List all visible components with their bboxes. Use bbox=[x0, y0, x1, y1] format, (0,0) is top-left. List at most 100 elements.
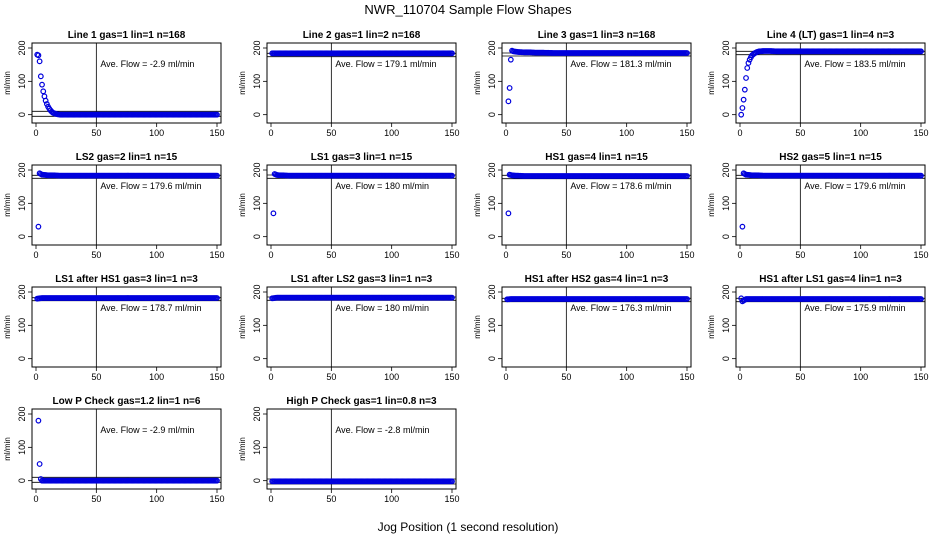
data-point bbox=[36, 461, 43, 467]
x-tick-label: 0 bbox=[503, 250, 508, 260]
y-tick-label: 0 bbox=[721, 112, 731, 117]
x-tick-label: 50 bbox=[326, 250, 336, 260]
panel-title: High P Check gas=1 lin=0.8 n=3 bbox=[286, 396, 437, 407]
data-point bbox=[214, 477, 220, 484]
x-tick-label: 150 bbox=[444, 128, 459, 138]
panel-12: HS1 after LS1 gas=4 lin=1 n=3 0 50 100 150 0 1… bbox=[707, 274, 929, 382]
x-tick-label: 0 bbox=[33, 128, 38, 138]
x-tick-label: 150 bbox=[209, 372, 224, 382]
panel-11: HS1 after HS2 gas=4 lin=1 n=3 0 50 100 150 0 1… bbox=[473, 274, 695, 382]
plot-frame bbox=[266, 164, 457, 246]
data-point bbox=[449, 294, 455, 301]
data-point bbox=[449, 172, 455, 179]
panel-title: LS2 gas=2 lin=1 n=15 bbox=[76, 152, 178, 163]
panel-title: HS1 after HS2 gas=4 lin=1 n=3 bbox=[525, 274, 669, 285]
x-tick-label: 50 bbox=[91, 250, 101, 260]
x-tick-label: 100 bbox=[853, 372, 868, 382]
y-axis-label: ml/min bbox=[473, 193, 482, 217]
x-tick-label: 150 bbox=[913, 372, 928, 382]
y-tick-label: 100 bbox=[487, 318, 497, 333]
y-tick-label: 100 bbox=[721, 196, 731, 211]
x-tick-label: 150 bbox=[209, 128, 224, 138]
data-point bbox=[214, 111, 220, 118]
x-tick-label: 50 bbox=[326, 372, 336, 382]
x-tick-label: 150 bbox=[913, 250, 928, 260]
x-tick-label: 150 bbox=[679, 250, 694, 260]
panel-14: High P Check gas=1 lin=0.8 n=3 0 50 100 150 0… bbox=[238, 396, 460, 504]
y-tick-label: 100 bbox=[252, 440, 262, 455]
panel-title: Line 3 gas=1 lin=3 n=168 bbox=[538, 30, 656, 41]
plot-frame bbox=[31, 164, 222, 246]
y-tick-label: 200 bbox=[487, 40, 497, 55]
y-tick-label: 200 bbox=[252, 40, 262, 55]
panel-title: Line 1 gas=1 lin=1 n=168 bbox=[68, 30, 186, 41]
x-tick-label: 100 bbox=[853, 128, 868, 138]
average-flow-annotation: Ave. Flow = 179.6 ml/min bbox=[804, 181, 905, 191]
y-axis-label: ml/min bbox=[3, 193, 12, 217]
x-tick-label: 100 bbox=[384, 494, 399, 504]
x-tick-label: 0 bbox=[268, 128, 273, 138]
x-tick-label: 0 bbox=[503, 372, 508, 382]
panel-title: HS1 after LS1 gas=4 lin=1 n=3 bbox=[759, 274, 902, 285]
x-tick-label: 150 bbox=[444, 250, 459, 260]
y-tick-label: 100 bbox=[487, 74, 497, 89]
y-tick-label: 200 bbox=[252, 406, 262, 421]
y-tick-label: 100 bbox=[487, 196, 497, 211]
x-tick-label: 150 bbox=[209, 250, 224, 260]
y-tick-label: 200 bbox=[487, 162, 497, 177]
x-tick-label: 100 bbox=[619, 372, 634, 382]
y-tick-label: 200 bbox=[252, 284, 262, 299]
plot-frame bbox=[735, 42, 926, 124]
y-axis-label: ml/min bbox=[707, 71, 716, 95]
panel-title: LS1 after LS2 gas=3 lin=1 n=3 bbox=[291, 274, 433, 285]
y-tick-label: 0 bbox=[252, 234, 262, 239]
y-tick-label: 100 bbox=[17, 196, 27, 211]
data-point bbox=[42, 97, 49, 104]
x-tick-label: 150 bbox=[209, 494, 224, 504]
average-flow-annotation: Ave. Flow = -2.8 ml/min bbox=[335, 425, 429, 435]
x-tick-label: 50 bbox=[326, 494, 336, 504]
x-tick-label: 150 bbox=[679, 372, 694, 382]
panel-title: LS1 after HS1 gas=3 lin=1 n=3 bbox=[55, 274, 198, 285]
y-tick-label: 0 bbox=[17, 234, 27, 239]
y-tick-label: 0 bbox=[487, 356, 497, 361]
y-axis-label: ml/min bbox=[473, 71, 482, 95]
panel-title: HS2 gas=5 lin=1 n=15 bbox=[779, 152, 882, 163]
data-point bbox=[739, 223, 746, 230]
data-point bbox=[35, 52, 42, 59]
y-tick-label: 0 bbox=[17, 478, 27, 483]
x-tick-label: 50 bbox=[795, 372, 805, 382]
y-axis-label: ml/min bbox=[707, 315, 716, 339]
y-axis-label: ml/min bbox=[3, 71, 12, 95]
plot-frame bbox=[501, 164, 692, 246]
y-tick-label: 100 bbox=[252, 196, 262, 211]
y-tick-label: 0 bbox=[252, 478, 262, 483]
panel-title: Line 4 (LT) gas=1 lin=4 n=3 bbox=[767, 30, 895, 41]
x-tick-label: 100 bbox=[619, 250, 634, 260]
plot-frame bbox=[266, 286, 457, 368]
data-point bbox=[36, 58, 43, 65]
data-point bbox=[684, 50, 690, 56]
data-point bbox=[214, 172, 220, 179]
data-point bbox=[270, 210, 277, 217]
figure-title: NWR_110704 Sample Flow Shapes bbox=[364, 2, 572, 17]
panel-10: LS1 after LS2 gas=3 lin=1 n=3 0 50 100 150 0 1… bbox=[238, 274, 460, 382]
data-point bbox=[39, 81, 45, 88]
data-point bbox=[214, 295, 220, 301]
x-tick-label: 50 bbox=[326, 128, 336, 138]
data-point bbox=[507, 56, 514, 63]
average-flow-annotation: Ave. Flow = 179.1 ml/min bbox=[335, 59, 436, 69]
x-tick-label: 0 bbox=[503, 128, 508, 138]
x-tick-label: 0 bbox=[737, 250, 742, 260]
y-tick-label: 100 bbox=[17, 440, 27, 455]
y-axis-label: ml/min bbox=[3, 315, 12, 339]
y-tick-label: 100 bbox=[252, 318, 262, 333]
y-tick-label: 200 bbox=[721, 162, 731, 177]
data-point bbox=[684, 173, 690, 179]
y-tick-label: 100 bbox=[252, 74, 262, 89]
x-tick-label: 50 bbox=[91, 128, 101, 138]
panel-8: HS2 gas=5 lin=1 n=15 0 50 100 150 0 100 200 ml/m… bbox=[707, 152, 929, 260]
panel-3: Line 3 gas=1 lin=3 n=168 0 50 100 150 0 100 200… bbox=[473, 30, 695, 138]
y-tick-label: 100 bbox=[721, 74, 731, 89]
x-tick-label: 100 bbox=[149, 494, 164, 504]
